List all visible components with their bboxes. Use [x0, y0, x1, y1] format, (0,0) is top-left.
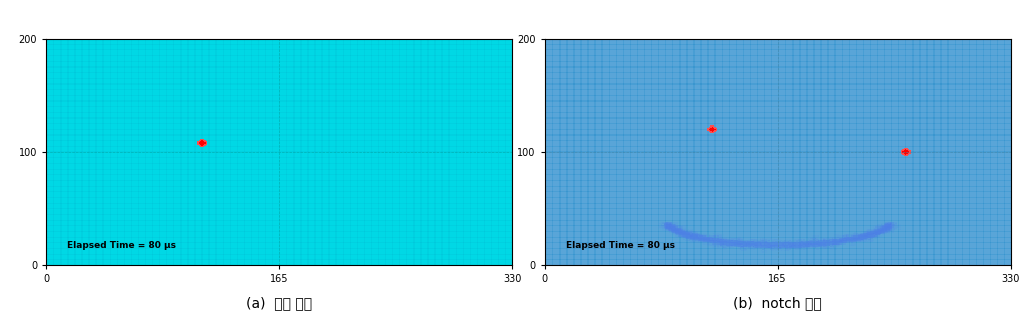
Text: (a)  정상 상태: (a) 정상 상태 [246, 297, 312, 311]
Text: (b)  notch 손상: (b) notch 손상 [734, 297, 822, 311]
Text: Elapsed Time = 80 μs: Elapsed Time = 80 μs [566, 241, 675, 250]
Text: Elapsed Time = 80 μs: Elapsed Time = 80 μs [68, 241, 176, 250]
